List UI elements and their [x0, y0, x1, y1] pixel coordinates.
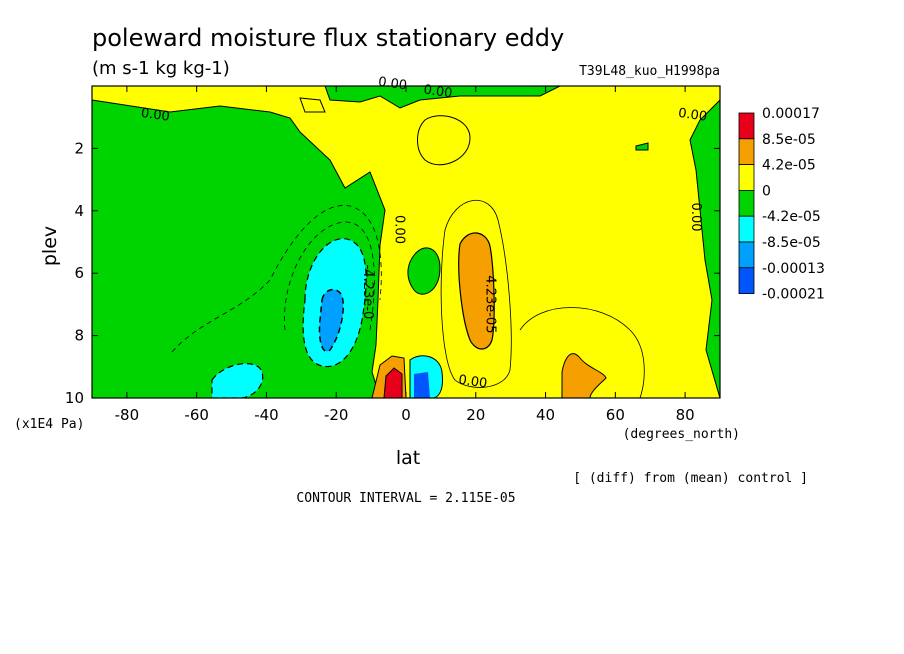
legend-label: -0.00021: [762, 287, 825, 303]
x-axis: -80 -60 -40 -20 0 20 40 60 80: [115, 86, 695, 424]
legend-label: 0: [762, 183, 771, 199]
y-tick-label: 2: [74, 139, 84, 157]
x-axis-units: (degrees_north): [623, 427, 740, 442]
yellow-tongue-north: [417, 115, 471, 166]
contour-field: [92, 86, 720, 398]
contour-line-pos-east: [519, 307, 645, 398]
green-region-top: [324, 86, 561, 109]
green-region-east: [689, 99, 720, 398]
footer-note: [ (diff) from (mean) control ]: [573, 471, 808, 486]
x-tick-label: -20: [324, 406, 349, 424]
contour-label: 0.00: [688, 203, 703, 232]
x-tick-label: -80: [115, 406, 140, 424]
yellow-island-south: [299, 97, 326, 113]
contour-labels: 0.00 0.00 0.00 0.00 0.00 0.00 -4.23e-0 4.23e-05…: [140, 75, 708, 392]
y-axis-units: (x1E4 Pa): [14, 417, 84, 432]
legend-label: 0.00017: [762, 106, 820, 122]
x-tick-label: 0: [401, 406, 411, 424]
y-tick-label: 6: [74, 264, 84, 282]
legend-label: 4.2e-05: [762, 158, 816, 174]
legend-swatch: [738, 267, 755, 294]
orange-region-main: [458, 232, 495, 350]
contour-line-neg-south: [171, 205, 382, 353]
legend-label: -4.2e-05: [762, 209, 821, 225]
blue-region-main: [318, 288, 344, 353]
y-tick-label: 4: [74, 202, 84, 220]
contour-label: 0.00: [140, 106, 171, 125]
x-axis-label: lat: [396, 447, 420, 469]
contour-label: 0.00: [377, 75, 408, 94]
contour-label: 4.23e-05: [482, 275, 497, 333]
contour-label: 0.00: [392, 215, 407, 244]
green-region-small: [635, 142, 649, 151]
blue-region-equator: [414, 372, 430, 398]
x-tick-label: -60: [184, 406, 209, 424]
y-tick-label: 8: [74, 327, 84, 345]
legend-swatch: [738, 112, 755, 140]
orange-region-east: [561, 353, 607, 398]
chart-title: poleward moisture flux stationary eddy: [92, 24, 564, 52]
x-tick-label: 80: [676, 406, 695, 424]
x-tick-label: 40: [536, 406, 555, 424]
legend-swatch: [738, 189, 755, 217]
contour-line-pos-north: [440, 199, 512, 388]
green-region-blob: [407, 247, 441, 295]
y-axis: 2 4 6 8 10: [65, 139, 720, 407]
x-tick-label: -40: [254, 406, 279, 424]
legend-label: -0.00013: [762, 261, 825, 277]
legend-label: -8.5e-05: [762, 235, 821, 251]
contour-label: 0.00: [677, 106, 708, 125]
x-tick-label: 60: [606, 406, 625, 424]
legend-swatch: [738, 241, 755, 269]
legend-swatch: [738, 164, 755, 191]
contour-label: 0.00: [457, 373, 488, 392]
y-tick-label: 10: [65, 389, 84, 407]
contour-label: 0.00: [423, 82, 454, 101]
legend: 0.00017 8.5e-05 4.2e-05 0 -4.2e-05 -8.5e-05 -0…: [738, 106, 825, 303]
contour-line-neg-mid: [284, 221, 375, 331]
x-tick-label: 20: [466, 406, 485, 424]
legend-swatch: [738, 138, 755, 166]
legend-swatch: [738, 215, 755, 243]
contour-label: -4.23e-0: [360, 265, 375, 320]
chart-units: (m s-1 kg kg-1): [92, 58, 230, 79]
contour-interval: CONTOUR INTERVAL = 2.115E-05: [296, 491, 515, 506]
run-label: T39L48_kuo_H1998pa: [579, 64, 720, 79]
y-axis-label: plev: [39, 226, 61, 266]
red-region-equator: [383, 367, 403, 398]
legend-label: 8.5e-05: [762, 132, 816, 148]
